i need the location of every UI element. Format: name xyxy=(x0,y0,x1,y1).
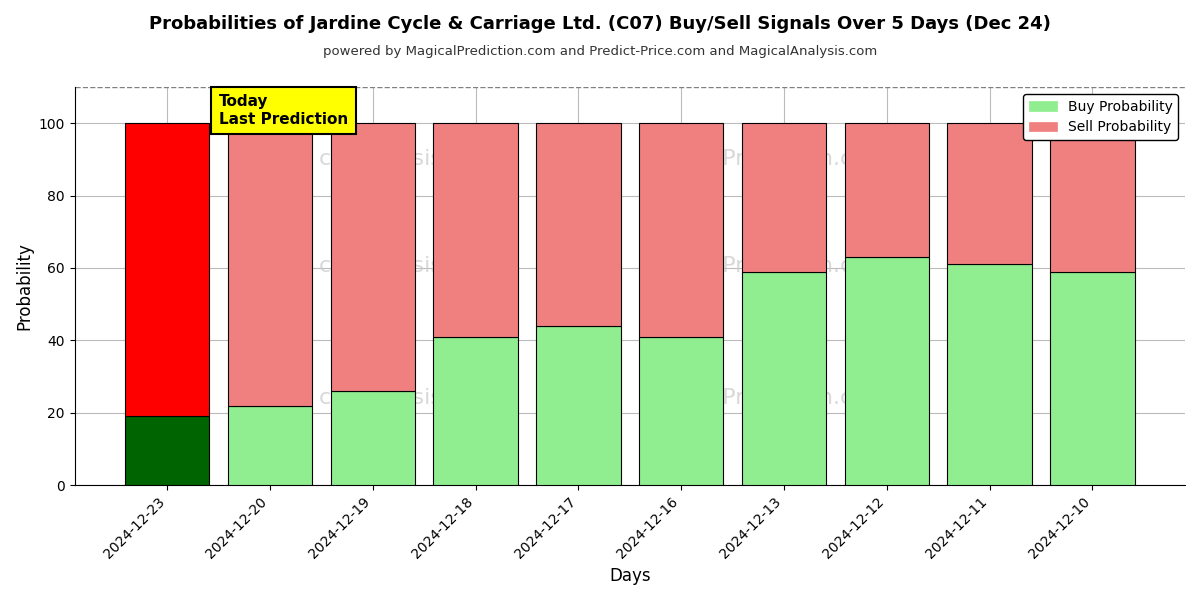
Bar xyxy=(536,123,620,326)
Text: MagicalPrediction.com: MagicalPrediction.com xyxy=(638,256,888,276)
Bar xyxy=(331,391,415,485)
Bar xyxy=(433,123,517,337)
Text: calAnalysis.com: calAnalysis.com xyxy=(318,256,497,276)
Text: Today
Last Prediction: Today Last Prediction xyxy=(218,94,348,127)
Bar xyxy=(1050,123,1134,272)
Bar xyxy=(331,123,415,391)
Bar xyxy=(125,416,210,485)
Bar xyxy=(640,337,724,485)
Bar xyxy=(742,123,826,272)
Text: MagicalPrediction.com: MagicalPrediction.com xyxy=(638,388,888,407)
Text: calAnalysis.com: calAnalysis.com xyxy=(318,388,497,407)
Bar xyxy=(640,123,724,337)
Bar xyxy=(536,326,620,485)
Bar xyxy=(948,265,1032,485)
Y-axis label: Probability: Probability xyxy=(16,242,34,330)
Bar xyxy=(948,123,1032,265)
Bar xyxy=(845,123,929,257)
Bar xyxy=(845,257,929,485)
Legend: Buy Probability, Sell Probability: Buy Probability, Sell Probability xyxy=(1024,94,1178,140)
Bar xyxy=(228,123,312,406)
Text: Probabilities of Jardine Cycle & Carriage Ltd. (C07) Buy/Sell Signals Over 5 Day: Probabilities of Jardine Cycle & Carriag… xyxy=(149,15,1051,33)
Bar xyxy=(433,337,517,485)
Text: powered by MagicalPrediction.com and Predict-Price.com and MagicalAnalysis.com: powered by MagicalPrediction.com and Pre… xyxy=(323,45,877,58)
Bar xyxy=(228,406,312,485)
Text: calAnalysis.com: calAnalysis.com xyxy=(318,149,497,169)
Text: MagicalPrediction.com: MagicalPrediction.com xyxy=(638,149,888,169)
X-axis label: Days: Days xyxy=(610,567,650,585)
Bar xyxy=(125,123,210,416)
Bar xyxy=(742,272,826,485)
Bar xyxy=(1050,272,1134,485)
